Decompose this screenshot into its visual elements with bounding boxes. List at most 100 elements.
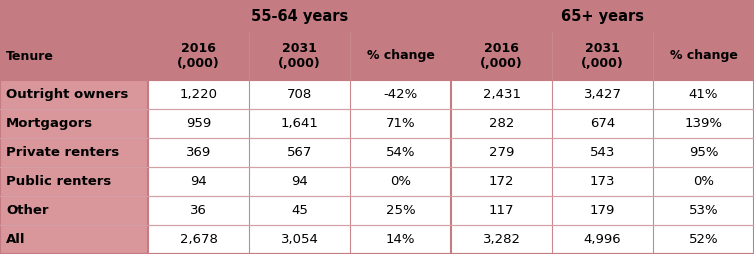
Text: 2031
(,000): 2031 (,000): [581, 42, 624, 70]
Bar: [552, 138, 653, 167]
Bar: [0, 32, 148, 80]
Bar: [350, 138, 451, 167]
Text: Mortgagors: Mortgagors: [6, 117, 93, 130]
Text: 71%: 71%: [386, 117, 415, 130]
Text: Outright owners: Outright owners: [6, 88, 128, 101]
Bar: [249, 138, 350, 167]
Bar: [148, 32, 249, 80]
Bar: [653, 32, 754, 80]
Text: 0%: 0%: [390, 175, 411, 188]
Text: 3,282: 3,282: [483, 233, 520, 246]
Bar: [350, 196, 451, 225]
Text: 14%: 14%: [386, 233, 415, 246]
Bar: [350, 32, 451, 80]
Bar: [249, 167, 350, 196]
Bar: [0, 0, 148, 32]
Bar: [249, 196, 350, 225]
Bar: [552, 196, 653, 225]
Bar: [148, 138, 249, 167]
Bar: [451, 138, 552, 167]
Bar: [653, 225, 754, 254]
Text: 282: 282: [489, 117, 514, 130]
Text: 54%: 54%: [386, 146, 415, 159]
Text: Public renters: Public renters: [6, 175, 112, 188]
Bar: [451, 0, 754, 32]
Bar: [350, 167, 451, 196]
Bar: [148, 167, 249, 196]
Text: 53%: 53%: [688, 204, 719, 217]
Text: 2,678: 2,678: [179, 233, 217, 246]
Text: 55-64 years: 55-64 years: [251, 8, 348, 24]
Bar: [451, 225, 552, 254]
Text: 708: 708: [287, 88, 312, 101]
Text: 279: 279: [489, 146, 514, 159]
Bar: [249, 80, 350, 109]
Bar: [552, 80, 653, 109]
Text: 0%: 0%: [693, 175, 714, 188]
Text: 1,220: 1,220: [179, 88, 217, 101]
Text: Other: Other: [6, 204, 48, 217]
Bar: [552, 225, 653, 254]
Bar: [148, 196, 249, 225]
Bar: [653, 109, 754, 138]
Text: 65+ years: 65+ years: [561, 8, 644, 24]
Bar: [653, 80, 754, 109]
Text: 45: 45: [291, 204, 308, 217]
Text: 4,996: 4,996: [584, 233, 621, 246]
Bar: [451, 167, 552, 196]
Text: All: All: [6, 233, 26, 246]
Text: 2016
(,000): 2016 (,000): [177, 42, 220, 70]
Bar: [0, 196, 148, 225]
Text: 173: 173: [590, 175, 615, 188]
Text: 3,427: 3,427: [584, 88, 621, 101]
Bar: [451, 80, 552, 109]
Bar: [0, 167, 148, 196]
Bar: [451, 32, 552, 80]
Text: 41%: 41%: [688, 88, 719, 101]
Bar: [0, 138, 148, 167]
Bar: [451, 196, 552, 225]
Text: 95%: 95%: [688, 146, 719, 159]
Text: % change: % change: [366, 50, 434, 62]
Bar: [451, 109, 552, 138]
Text: -42%: -42%: [383, 88, 418, 101]
Bar: [653, 138, 754, 167]
Text: 179: 179: [590, 204, 615, 217]
Bar: [249, 225, 350, 254]
Text: 94: 94: [291, 175, 308, 188]
Text: Tenure: Tenure: [6, 50, 54, 62]
Text: 139%: 139%: [685, 117, 722, 130]
Text: 2016
(,000): 2016 (,000): [480, 42, 523, 70]
Bar: [350, 109, 451, 138]
Text: 2,431: 2,431: [483, 88, 520, 101]
Bar: [552, 109, 653, 138]
Bar: [148, 0, 451, 32]
Bar: [0, 225, 148, 254]
Bar: [249, 32, 350, 80]
Text: 36: 36: [190, 204, 207, 217]
Bar: [552, 167, 653, 196]
Text: 543: 543: [590, 146, 615, 159]
Bar: [249, 109, 350, 138]
Bar: [552, 32, 653, 80]
Text: 172: 172: [489, 175, 514, 188]
Bar: [0, 109, 148, 138]
Bar: [0, 80, 148, 109]
Text: 117: 117: [489, 204, 514, 217]
Bar: [653, 196, 754, 225]
Text: 1,641: 1,641: [280, 117, 318, 130]
Text: 94: 94: [190, 175, 207, 188]
Text: 25%: 25%: [386, 204, 415, 217]
Bar: [350, 80, 451, 109]
Text: 959: 959: [186, 117, 211, 130]
Text: 2031
(,000): 2031 (,000): [278, 42, 321, 70]
Text: 567: 567: [287, 146, 312, 159]
Bar: [350, 225, 451, 254]
Text: % change: % change: [670, 50, 737, 62]
Text: 52%: 52%: [688, 233, 719, 246]
Text: 369: 369: [186, 146, 211, 159]
Bar: [148, 80, 249, 109]
Bar: [653, 167, 754, 196]
Text: Private renters: Private renters: [6, 146, 119, 159]
Text: 3,054: 3,054: [280, 233, 318, 246]
